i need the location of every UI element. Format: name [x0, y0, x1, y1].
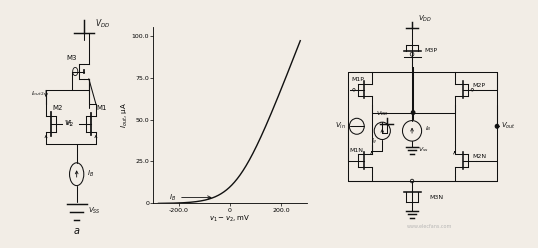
Y-axis label: $I_{out}$, μA: $I_{out}$, μA	[120, 102, 130, 128]
Text: $b$: $b$	[226, 246, 234, 248]
Text: M1N: M1N	[349, 148, 363, 153]
Text: $V_{in}$: $V_{in}$	[335, 121, 346, 131]
Text: $V_{DD}$: $V_{DD}$	[419, 13, 433, 24]
Text: M3N: M3N	[429, 194, 443, 199]
Text: www.elecfans.com: www.elecfans.com	[406, 224, 452, 229]
Text: $I_B$: $I_B$	[425, 124, 431, 133]
Text: M1P: M1P	[351, 77, 364, 82]
Text: M3P: M3P	[425, 49, 438, 54]
Circle shape	[495, 124, 499, 128]
X-axis label: $v_1-v_2$, mV: $v_1-v_2$, mV	[209, 214, 251, 224]
Text: $V_1$: $V_1$	[63, 119, 73, 129]
Text: $a$: $a$	[73, 226, 80, 236]
Text: M2N: M2N	[472, 154, 486, 159]
Text: M3: M3	[66, 55, 77, 61]
Text: M2: M2	[52, 105, 63, 111]
Text: $V_{ss}$: $V_{ss}$	[419, 145, 429, 154]
Text: $V_{DD}$: $V_{DD}$	[376, 109, 388, 118]
Text: $I_{out2}$: $I_{out2}$	[31, 89, 44, 98]
Circle shape	[412, 111, 415, 114]
Text: $V_{SS}$: $V_{SS}$	[88, 206, 101, 216]
Text: $V_2$: $V_2$	[65, 119, 74, 129]
Text: $I_g$: $I_g$	[371, 137, 377, 147]
Text: $I_B$: $I_B$	[169, 192, 176, 203]
Text: $V_{out}$: $V_{out}$	[501, 121, 516, 131]
Text: M2P: M2P	[472, 83, 485, 88]
Text: $V_{DD}$: $V_{DD}$	[95, 18, 110, 31]
Text: $I_B$: $I_B$	[87, 169, 94, 179]
Text: M1: M1	[97, 105, 107, 111]
